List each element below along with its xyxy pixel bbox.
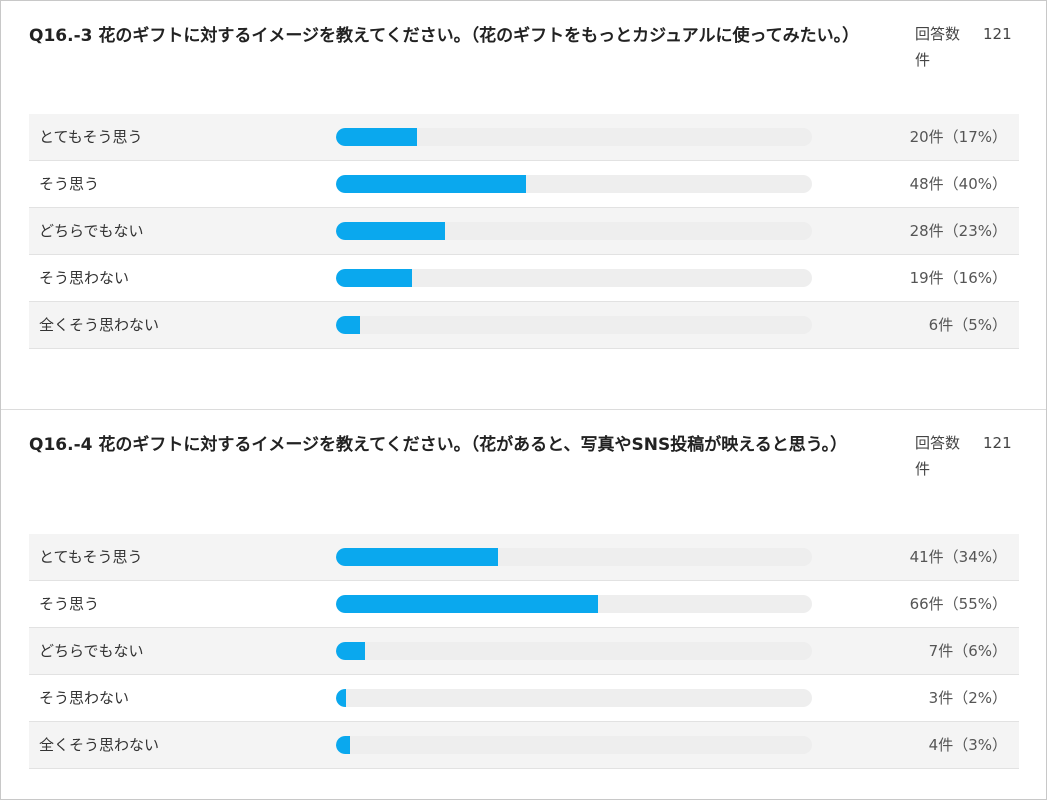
bar-track bbox=[336, 689, 812, 707]
bar-fill bbox=[336, 128, 417, 146]
answer-row: 全くそう思わない 4件（3%） bbox=[29, 722, 1019, 769]
answer-count-label: 3件（2%） bbox=[928, 689, 1007, 707]
response-count-label: 回答数件 bbox=[915, 434, 961, 478]
bar-track bbox=[336, 128, 812, 146]
bar-fill bbox=[336, 316, 360, 334]
bar-track bbox=[336, 222, 812, 240]
answer-row: そう思う 66件（55%） bbox=[29, 581, 1019, 628]
bar-track bbox=[336, 595, 812, 613]
bar-fill bbox=[336, 548, 498, 566]
bar-track bbox=[336, 316, 812, 334]
answer-label: とてもそう思う bbox=[39, 548, 143, 566]
question-q16-4: Q16.-4 花のギフトに対するイメージを教えてください。（花があると、写真やS… bbox=[1, 410, 1046, 799]
answer-label: そう思う bbox=[39, 595, 100, 613]
question-q16-3: Q16.-3 花のギフトに対するイメージを教えてください。（花のギフトをもっとカ… bbox=[1, 1, 1046, 409]
result-bar-chart: とてもそう思う 20件（17%） そう思う 48件（40%） どちらでもない 28件（23… bbox=[29, 114, 1019, 349]
bar-fill bbox=[336, 642, 365, 660]
bar-track bbox=[336, 269, 812, 287]
bar-fill bbox=[336, 595, 598, 613]
answer-row: どちらでもない 28件（23%） bbox=[29, 208, 1019, 255]
answer-count-label: 6件（5%） bbox=[928, 316, 1007, 334]
answer-label: 全くそう思わない bbox=[39, 316, 160, 334]
answer-count-label: 66件（55%） bbox=[909, 595, 1007, 613]
bar-fill bbox=[336, 269, 413, 287]
answer-row: そう思う 48件（40%） bbox=[29, 161, 1019, 208]
bar-fill bbox=[336, 222, 446, 240]
bar-track bbox=[336, 642, 812, 660]
bar-fill bbox=[336, 689, 346, 707]
response-count-value: 121 bbox=[983, 434, 1012, 452]
bar-track bbox=[336, 548, 812, 566]
bar-fill bbox=[336, 175, 527, 193]
bar-fill bbox=[336, 736, 351, 754]
question-title: Q16.-4 花のギフトに対するイメージを教えてください。（花があると、写真やS… bbox=[29, 435, 848, 455]
bar-track bbox=[336, 175, 812, 193]
answer-label: そう思う bbox=[39, 175, 100, 193]
answer-label: どちらでもない bbox=[39, 642, 144, 660]
answer-count-label: 4件（3%） bbox=[928, 736, 1007, 754]
answer-row: とてもそう思う 20件（17%） bbox=[29, 114, 1019, 161]
answer-count-label: 7件（6%） bbox=[928, 642, 1007, 660]
response-count-value: 121 bbox=[983, 25, 1012, 43]
answer-row: そう思わない 3件（2%） bbox=[29, 675, 1019, 722]
answer-count-label: 19件（16%） bbox=[909, 269, 1007, 287]
answer-row: そう思わない 19件（16%） bbox=[29, 255, 1019, 302]
answer-row: どちらでもない 7件（6%） bbox=[29, 628, 1019, 675]
answer-label: どちらでもない bbox=[39, 222, 144, 240]
answer-row: とてもそう思う 41件（34%） bbox=[29, 534, 1019, 581]
section-divider bbox=[1, 409, 1046, 410]
bar-track bbox=[336, 736, 812, 754]
answer-label: そう思わない bbox=[39, 269, 130, 287]
answer-row: 全くそう思わない 6件（5%） bbox=[29, 302, 1019, 349]
answer-count-label: 48件（40%） bbox=[909, 175, 1007, 193]
response-count-label: 回答数件 bbox=[915, 25, 961, 69]
result-bar-chart: とてもそう思う 41件（34%） そう思う 66件（55%） どちらでもない 7件（6%）… bbox=[29, 534, 1019, 769]
answer-label: そう思わない bbox=[39, 689, 130, 707]
answer-count-label: 28件（23%） bbox=[909, 222, 1007, 240]
answer-count-label: 41件（34%） bbox=[909, 548, 1007, 566]
question-title: Q16.-3 花のギフトに対するイメージを教えてください。（花のギフトをもっとカ… bbox=[29, 26, 860, 46]
answer-label: 全くそう思わない bbox=[39, 736, 160, 754]
answer-count-label: 20件（17%） bbox=[909, 128, 1007, 146]
answer-label: とてもそう思う bbox=[39, 128, 143, 146]
